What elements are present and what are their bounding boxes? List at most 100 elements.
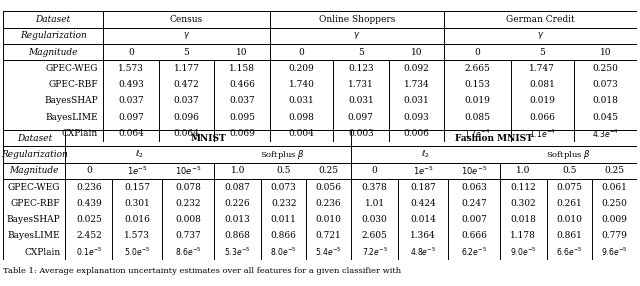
Text: 0.779: 0.779 bbox=[602, 231, 627, 240]
Text: 0.095: 0.095 bbox=[229, 113, 255, 122]
Text: 0.013: 0.013 bbox=[225, 215, 251, 224]
Text: 0.093: 0.093 bbox=[403, 113, 429, 122]
Text: $9.6e^{-5}$: $9.6e^{-5}$ bbox=[601, 246, 628, 258]
Text: 0.466: 0.466 bbox=[229, 80, 255, 89]
Text: 0.010: 0.010 bbox=[556, 215, 582, 224]
Text: German Credit: German Credit bbox=[506, 15, 575, 24]
Text: BayesSHAP: BayesSHAP bbox=[6, 215, 60, 224]
Text: $4.8e^{-5}$: $4.8e^{-5}$ bbox=[410, 246, 436, 258]
Text: 0.302: 0.302 bbox=[511, 199, 536, 208]
Text: 0.250: 0.250 bbox=[602, 199, 627, 208]
Text: 0.301: 0.301 bbox=[125, 199, 150, 208]
Text: 0.187: 0.187 bbox=[410, 182, 436, 192]
Text: 1.0: 1.0 bbox=[230, 166, 245, 175]
Text: $8.0e^{-5}$: $8.0e^{-5}$ bbox=[270, 246, 297, 258]
Text: $\gamma$: $\gamma$ bbox=[183, 30, 190, 41]
Text: $1e^{-5}$: $1e^{-5}$ bbox=[413, 165, 433, 177]
Text: CXPlain: CXPlain bbox=[24, 248, 60, 257]
Text: 10: 10 bbox=[411, 47, 422, 57]
Text: 0.003: 0.003 bbox=[348, 129, 374, 138]
Text: 0.085: 0.085 bbox=[465, 113, 490, 122]
Text: 0.037: 0.037 bbox=[118, 96, 144, 106]
Text: 0.153: 0.153 bbox=[465, 80, 490, 89]
Text: 0.075: 0.075 bbox=[556, 182, 582, 192]
Text: $\ell_2$: $\ell_2$ bbox=[136, 149, 144, 160]
Text: 0.018: 0.018 bbox=[511, 215, 536, 224]
Text: 0.232: 0.232 bbox=[271, 199, 296, 208]
Text: 1.01: 1.01 bbox=[365, 199, 385, 208]
Text: 10: 10 bbox=[600, 47, 611, 57]
Text: $10e^{-5}$: $10e^{-5}$ bbox=[461, 165, 487, 177]
Text: 2.452: 2.452 bbox=[76, 231, 102, 240]
Text: $5.0e^{-5}$: $5.0e^{-5}$ bbox=[124, 246, 150, 258]
Text: $6.6e^{-5}$: $6.6e^{-5}$ bbox=[556, 246, 582, 258]
Text: 0.063: 0.063 bbox=[461, 182, 487, 192]
Text: 0.737: 0.737 bbox=[175, 231, 201, 240]
Text: $5.3e^{-5}$: $5.3e^{-5}$ bbox=[225, 246, 251, 258]
Text: 0.247: 0.247 bbox=[461, 199, 487, 208]
Text: 0.073: 0.073 bbox=[271, 182, 296, 192]
Text: 0.030: 0.030 bbox=[362, 215, 387, 224]
Text: 0.078: 0.078 bbox=[175, 182, 201, 192]
Text: 0.236: 0.236 bbox=[316, 199, 342, 208]
Text: 5: 5 bbox=[358, 47, 364, 57]
Text: 0: 0 bbox=[128, 47, 134, 57]
Text: BayesSHAP: BayesSHAP bbox=[44, 96, 98, 106]
Text: Regularization: Regularization bbox=[20, 31, 86, 40]
Text: 0.378: 0.378 bbox=[362, 182, 387, 192]
Text: 0.112: 0.112 bbox=[511, 182, 536, 192]
Text: 0.073: 0.073 bbox=[593, 80, 618, 89]
Text: 0.009: 0.009 bbox=[602, 215, 627, 224]
Text: 0.019: 0.019 bbox=[529, 96, 556, 106]
Text: 0.010: 0.010 bbox=[316, 215, 342, 224]
Text: 0.250: 0.250 bbox=[593, 64, 618, 73]
Text: 0.066: 0.066 bbox=[529, 113, 556, 122]
Text: 0: 0 bbox=[372, 166, 378, 175]
Text: $5.4e^{-5}$: $5.4e^{-5}$ bbox=[316, 246, 342, 258]
Text: 0.007: 0.007 bbox=[461, 215, 487, 224]
Text: GPEC-RBF: GPEC-RBF bbox=[11, 199, 60, 208]
Text: 0.037: 0.037 bbox=[229, 96, 255, 106]
Text: CXPlain: CXPlain bbox=[62, 129, 98, 138]
Text: 1.158: 1.158 bbox=[229, 64, 255, 73]
Text: 0.011: 0.011 bbox=[271, 215, 296, 224]
Text: 0.081: 0.081 bbox=[529, 80, 556, 89]
Text: 1.177: 1.177 bbox=[173, 64, 200, 73]
Text: $8.6e^{-5}$: $8.6e^{-5}$ bbox=[175, 246, 202, 258]
Text: 0.037: 0.037 bbox=[173, 96, 200, 106]
Text: MNIST: MNIST bbox=[191, 134, 226, 143]
Text: $1e^{-5}$: $1e^{-5}$ bbox=[127, 165, 148, 177]
Text: 1.731: 1.731 bbox=[348, 80, 374, 89]
Text: 5: 5 bbox=[540, 47, 545, 57]
Text: $6.2e^{-5}$: $6.2e^{-5}$ bbox=[461, 246, 487, 258]
Text: 1.178: 1.178 bbox=[511, 231, 536, 240]
Text: 0.5: 0.5 bbox=[276, 166, 291, 175]
Text: 1.573: 1.573 bbox=[118, 64, 144, 73]
Text: 1.740: 1.740 bbox=[289, 80, 314, 89]
Text: $7.2e^{-5}$: $7.2e^{-5}$ bbox=[362, 246, 388, 258]
Text: Dataset: Dataset bbox=[36, 15, 71, 24]
Text: Census: Census bbox=[170, 15, 204, 24]
Text: 0.226: 0.226 bbox=[225, 199, 250, 208]
Text: 0.861: 0.861 bbox=[556, 231, 582, 240]
Text: $10e^{-5}$: $10e^{-5}$ bbox=[175, 165, 202, 177]
Text: $1.7e^{-4}$: $1.7e^{-4}$ bbox=[465, 127, 490, 140]
Text: 0.092: 0.092 bbox=[403, 64, 429, 73]
Text: Fashion MNIST: Fashion MNIST bbox=[455, 134, 533, 143]
Text: 0.087: 0.087 bbox=[225, 182, 251, 192]
Text: 0.25: 0.25 bbox=[319, 166, 339, 175]
Text: 0.232: 0.232 bbox=[175, 199, 201, 208]
Text: 0.868: 0.868 bbox=[225, 231, 251, 240]
Text: 0.064: 0.064 bbox=[118, 129, 144, 138]
Text: GPEC-RBF: GPEC-RBF bbox=[49, 80, 98, 89]
Text: 1.734: 1.734 bbox=[403, 80, 429, 89]
Text: 10: 10 bbox=[236, 47, 248, 57]
Text: $\ell_2$: $\ell_2$ bbox=[421, 149, 430, 160]
Text: 0.004: 0.004 bbox=[289, 129, 314, 138]
Text: 0.069: 0.069 bbox=[229, 129, 255, 138]
Text: 5: 5 bbox=[184, 47, 189, 57]
Text: 0.025: 0.025 bbox=[76, 215, 102, 224]
Text: 0.016: 0.016 bbox=[124, 215, 150, 224]
Text: $4.3e^{-4}$: $4.3e^{-4}$ bbox=[592, 127, 619, 140]
Text: Magnitude: Magnitude bbox=[28, 47, 78, 57]
